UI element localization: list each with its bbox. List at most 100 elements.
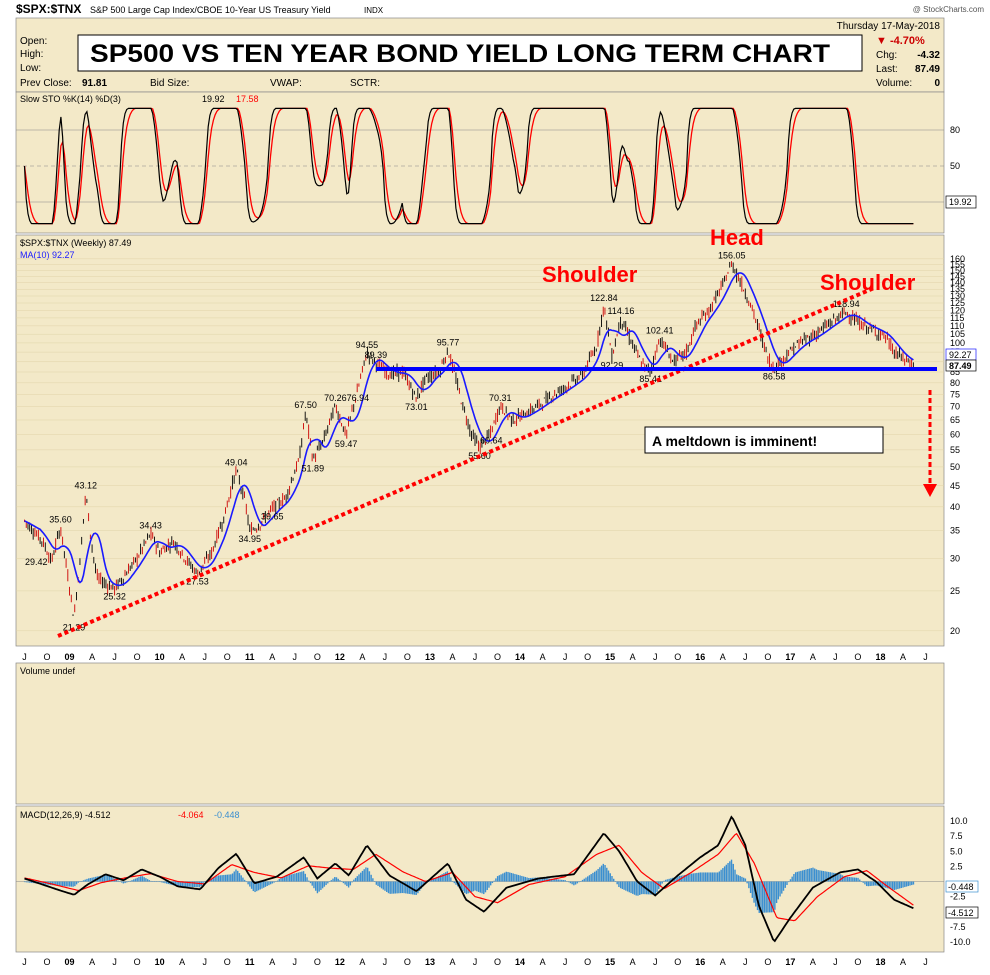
- macd-histogram-bar: [489, 881, 492, 886]
- macd-histogram-bar: [838, 873, 840, 882]
- macd-histogram-bar: [587, 876, 589, 882]
- x-axis-tick: 18: [875, 652, 885, 662]
- macd-histogram-bar: [810, 868, 812, 882]
- macd-histogram-bar: [481, 881, 483, 894]
- macd-histogram-bar: [188, 881, 190, 887]
- price-y-tick: 115: [950, 313, 964, 323]
- x-axis-tick: 12: [335, 652, 345, 662]
- price-y-tick: 135: [950, 284, 965, 294]
- macd-histogram-bar: [462, 881, 464, 892]
- macd-histogram-bar: [434, 877, 436, 882]
- macd-histogram-bar: [689, 873, 691, 882]
- x-axis-tick: J: [563, 652, 568, 662]
- price-value-label: 114.16: [608, 306, 635, 316]
- macd-histogram-bar: [405, 881, 407, 894]
- x-axis-tick: J: [743, 957, 748, 967]
- macd-histogram-bar: [311, 881, 313, 886]
- macd-histogram-bar: [845, 876, 847, 882]
- macd-y-axis: 10.0 7.5 5.0 2.5 -2.5 -7.5 -10.0: [950, 816, 971, 947]
- macd-histogram-bar: [540, 877, 542, 882]
- macd-hist-last-label: -0.448: [948, 882, 974, 892]
- macd-histogram-bar: [576, 881, 579, 884]
- macd-histogram-bar: [103, 874, 106, 882]
- macd-histogram-bar: [60, 881, 62, 886]
- macd-histogram-bar: [344, 881, 346, 885]
- macd-histogram-bar: [164, 881, 166, 884]
- macd-histogram-bar: [734, 869, 736, 882]
- macd-histogram-bar: [306, 877, 308, 882]
- macd-histogram-bar: [358, 874, 360, 882]
- macd-histogram-bar: [833, 872, 835, 882]
- macd-histogram-bar: [72, 881, 74, 887]
- macd-histogram-bar: [221, 875, 223, 882]
- macd-histogram-bar: [748, 881, 750, 889]
- x-axis-tick: J: [473, 957, 478, 967]
- x-axis-tick: A: [359, 652, 365, 662]
- macd-histogram-bar: [588, 875, 591, 882]
- macd-histogram-bar: [226, 874, 229, 882]
- macd-histogram-bar: [422, 881, 424, 887]
- macd-histogram-bar: [621, 881, 624, 890]
- macd-histogram-bar: [431, 879, 433, 882]
- macd-histogram-bar: [439, 875, 442, 882]
- macd-histogram-bar: [569, 881, 572, 884]
- macd-histogram-bar: [115, 879, 118, 882]
- macd-histogram-bar: [879, 881, 882, 887]
- macd-histogram-bar: [340, 881, 343, 883]
- x-axis-tick: 13: [425, 652, 435, 662]
- macd-histogram-bar: [616, 881, 618, 885]
- price-y-tick: 65: [950, 415, 960, 425]
- x-axis-tick: O: [764, 957, 771, 967]
- x-axis-tick: J: [653, 652, 658, 662]
- x-axis-tick: 14: [515, 957, 525, 967]
- macd-histogram-bar: [29, 881, 31, 883]
- macd-histogram-bar: [259, 881, 261, 890]
- macd-histogram-bar: [514, 873, 516, 882]
- macd-histogram-bar: [545, 878, 547, 882]
- macd-histogram-bar: [834, 873, 837, 882]
- macd-histogram-bar: [874, 881, 877, 886]
- macd-histogram-bar: [664, 879, 667, 882]
- macd-histogram-bar: [263, 881, 265, 888]
- x-axis-tick: 09: [65, 957, 75, 967]
- price-value-label: 70.26: [324, 393, 347, 403]
- macd-histogram-bar: [632, 881, 634, 894]
- x-axis-tick: O: [674, 957, 681, 967]
- macd-histogram-bar: [796, 871, 799, 882]
- macd-histogram-bar: [897, 881, 899, 890]
- macd-histogram-bar: [453, 881, 456, 884]
- macd-histogram-bar: [223, 874, 225, 882]
- macd-histogram-bar: [562, 879, 565, 882]
- macd-histogram-bar: [74, 881, 76, 887]
- macd-histogram-bar: [663, 880, 665, 882]
- price-y-tick: 150: [950, 265, 965, 275]
- x-axis-tick: 13: [425, 957, 435, 967]
- macd-histogram-bar: [613, 878, 615, 882]
- macd-histogram-bar: [611, 876, 613, 882]
- x-axis-tick: J: [22, 652, 27, 662]
- macd-histogram-bar: [869, 881, 871, 887]
- macd-histogram-bar: [399, 881, 402, 894]
- description-label: S&P 500 Large Cap Index/CBOE 10-Year US …: [90, 5, 331, 15]
- shoulder-right-annotation: Shoulder: [820, 270, 916, 295]
- price-y-tick: 155: [950, 260, 965, 270]
- macd-histogram-bar: [25, 881, 28, 883]
- macd-histogram-bar: [479, 881, 481, 893]
- macd-histogram-bar: [68, 881, 71, 887]
- macd-histogram-bar: [330, 880, 332, 882]
- macd-histogram-bar: [628, 881, 631, 893]
- macd-histogram-bar: [687, 874, 689, 882]
- macd-histogram-bar: [843, 876, 845, 882]
- macd-histogram-bar: [498, 875, 501, 882]
- macd-histogram-bar: [881, 881, 883, 887]
- moving-average-line: [24, 272, 914, 587]
- macd-histogram-bar: [839, 874, 842, 882]
- x-axis-tick: A: [269, 957, 275, 967]
- macd-histogram-bar: [318, 881, 320, 892]
- macd-histogram-bar: [557, 879, 559, 882]
- macd-histogram-bar: [552, 878, 554, 882]
- macd-histogram-bar: [368, 871, 371, 882]
- macd-histogram-bar: [337, 878, 339, 882]
- macd-histogram-bar: [476, 881, 478, 892]
- macd-histogram-bar: [249, 881, 251, 887]
